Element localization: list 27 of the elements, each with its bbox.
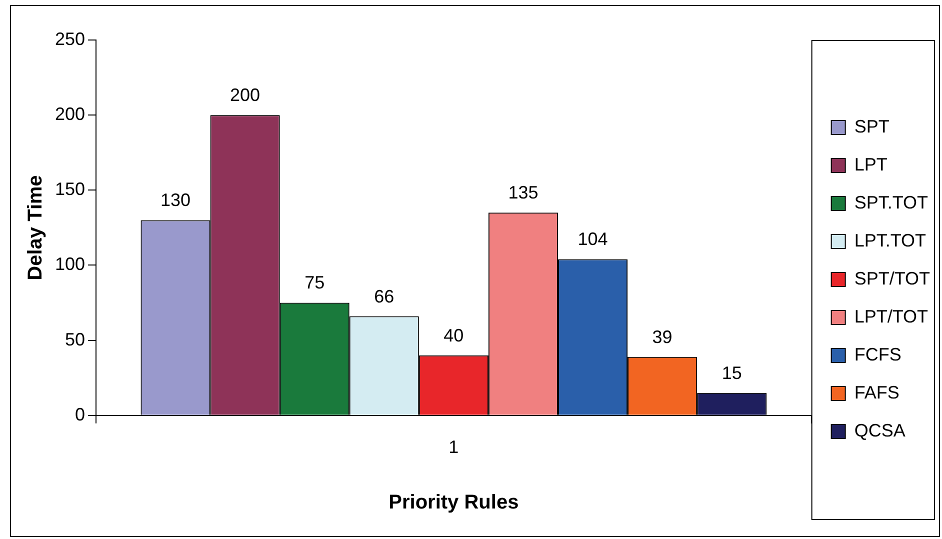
data-label: 104 <box>578 229 608 250</box>
legend-label: FAFS <box>854 382 900 402</box>
y-axis-title: Delay Time <box>24 175 47 280</box>
data-label: 200 <box>230 85 260 106</box>
data-label: 130 <box>160 190 191 210</box>
legend-label: SPT <box>854 116 890 136</box>
legend-label: LPT/TOT <box>854 306 928 326</box>
legend-label: SPT/TOT <box>854 268 930 288</box>
data-label: 15 <box>722 362 742 383</box>
legend-label: LPT.TOT <box>854 230 926 250</box>
y-tick-label: 200 <box>54 104 86 124</box>
legend-label: FCFS <box>854 344 902 364</box>
data-label: 66 <box>374 286 394 306</box>
y-tick-label: 0 <box>75 404 86 424</box>
legend-label: SPT.TOT <box>854 192 928 212</box>
legend-label: LPT <box>854 154 888 174</box>
y-tick-label: 250 <box>54 28 86 49</box>
x-axis-title: Priority Rules <box>388 492 519 514</box>
x-tick-label: 1 <box>448 437 459 458</box>
data-label: 39 <box>652 326 672 347</box>
data-label: 40 <box>444 325 464 346</box>
data-label: 135 <box>508 182 538 203</box>
y-tick-label: 150 <box>54 179 86 200</box>
legend-label: QCSA <box>854 420 906 440</box>
y-tick-label: 50 <box>65 329 86 350</box>
y-tick-label: 100 <box>54 254 86 274</box>
data-label: 75 <box>304 272 325 293</box>
